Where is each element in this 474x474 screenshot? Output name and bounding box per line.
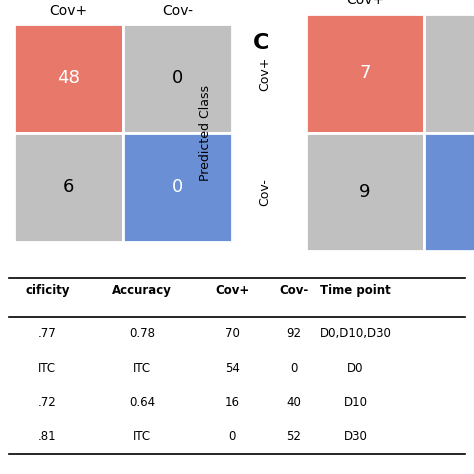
Text: 0.64: 0.64 <box>129 396 155 409</box>
Text: 7: 7 <box>359 64 371 82</box>
Text: cificity: cificity <box>25 284 70 297</box>
Text: D0: D0 <box>347 362 364 374</box>
Text: 16: 16 <box>225 396 240 409</box>
Text: Accuracy: Accuracy <box>112 284 172 297</box>
Text: D0,D10,D30: D0,D10,D30 <box>319 327 392 340</box>
Text: 70: 70 <box>225 327 240 340</box>
Text: Cov+: Cov+ <box>346 0 384 7</box>
Bar <box>424 133 474 251</box>
Text: D10: D10 <box>344 396 367 409</box>
Text: 54: 54 <box>225 362 240 374</box>
Bar <box>14 24 123 133</box>
Text: Cov-: Cov- <box>279 284 309 297</box>
Bar <box>306 133 424 251</box>
Text: Cov+: Cov+ <box>258 56 271 91</box>
Text: .81: .81 <box>38 430 57 444</box>
Bar <box>14 133 123 242</box>
Bar <box>123 133 232 242</box>
Text: C: C <box>253 33 269 53</box>
Text: 6: 6 <box>63 178 74 196</box>
Text: .72: .72 <box>38 396 57 409</box>
Text: Predicted Class: Predicted Class <box>199 85 211 181</box>
Bar <box>306 14 424 133</box>
Text: Cov-: Cov- <box>162 4 193 18</box>
Text: ITC: ITC <box>133 362 151 374</box>
Text: Cov-: Cov- <box>258 178 271 206</box>
Text: 52: 52 <box>286 430 301 444</box>
Text: 0: 0 <box>172 178 183 196</box>
Text: D30: D30 <box>344 430 367 444</box>
Text: 0: 0 <box>172 69 183 87</box>
Bar <box>424 14 474 133</box>
Text: Cov+: Cov+ <box>215 284 249 297</box>
Text: 40: 40 <box>286 396 301 409</box>
Text: 0: 0 <box>290 362 298 374</box>
Text: 0: 0 <box>228 430 236 444</box>
Text: 92: 92 <box>286 327 301 340</box>
Text: 48: 48 <box>57 69 80 87</box>
Text: 9: 9 <box>359 183 371 201</box>
Text: Time point: Time point <box>320 284 391 297</box>
Text: Cov+: Cov+ <box>50 4 88 18</box>
Text: .77: .77 <box>38 327 57 340</box>
Text: 0.78: 0.78 <box>129 327 155 340</box>
Text: ITC: ITC <box>38 362 56 374</box>
Bar <box>123 24 232 133</box>
Text: ITC: ITC <box>133 430 151 444</box>
